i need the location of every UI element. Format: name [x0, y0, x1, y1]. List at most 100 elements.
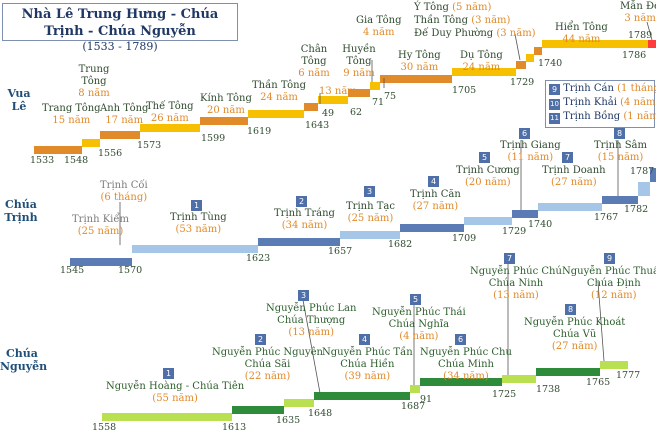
le-year: 1556 — [98, 148, 123, 159]
bar-nguyen-phuc-khoat — [536, 368, 600, 376]
trinh-label-tung: Trịnh Tùng (53 năm) — [170, 212, 227, 235]
nguyen-year: 1558 — [92, 422, 117, 433]
nguyen-year: 1635 — [276, 415, 301, 426]
le-year: 1729 — [510, 77, 535, 88]
le-label-hy-tong: Hy Tông 30 năm — [398, 50, 441, 73]
bar-le-than-tong-2 — [526, 54, 534, 62]
row-label-le: Vua Lê — [7, 87, 31, 113]
bar-trinh-kiem — [70, 258, 132, 266]
le-label-du-tong: Dụ Tông 24 năm — [460, 50, 503, 73]
trinh-label-sam: Trịnh Sâm (15 năm) — [594, 140, 648, 163]
le-label-13-nam: 13 năm — [319, 86, 357, 97]
nguyen-year: 1765 — [586, 377, 611, 388]
bar-le-huyen-tong — [348, 89, 370, 97]
le-label-anh-tong: Anh Tông 17 năm — [100, 103, 149, 126]
bar-trinh-trang — [258, 238, 340, 246]
bar-le-chan-tong — [304, 103, 318, 111]
nguyen-label-phuc-lan: Nguyễn Phúc Lan Chúa Thượng (13 năm) — [266, 303, 357, 338]
le-year: 1619 — [247, 126, 272, 137]
le-year: 1533 — [30, 155, 55, 166]
nguyen-label-phuc-chu: Nguyễn Phúc Chu Chúa Minh (34 năm) — [420, 347, 512, 382]
bar-trinh-doanh — [538, 203, 602, 211]
nguyen-label-phuc-thuan: Nguyễn Phúc Thuần Chúa Định (12 năm) — [562, 266, 656, 301]
bar-le-13-nam — [318, 96, 348, 104]
le-year: 1740 — [538, 58, 563, 69]
bar-trinh-tac — [340, 231, 400, 239]
trinh-year: 1729 — [502, 226, 527, 237]
date-range: (1533 - 1789) — [82, 40, 158, 53]
bar-nguyen-phuc-thuan — [600, 361, 628, 369]
badge-number: 5 — [479, 152, 490, 163]
trinh-year: 1545 — [60, 265, 85, 276]
le-label-trung-tong: Trung Tông 8 năm — [78, 64, 110, 99]
badge-number: 6 — [455, 334, 466, 345]
le-year: 1789 — [628, 30, 653, 41]
badge-number: 10 — [549, 99, 560, 110]
le-label-gia-tong: Gia Tông 4 năm — [356, 15, 402, 38]
legend-row: 9 Trịnh Cán (1 tháng) — [549, 83, 656, 95]
bar-le-trung-tong — [82, 139, 100, 147]
trinh-label-tac: Trịnh Tạc (25 năm) — [346, 201, 395, 224]
le-label-trang-tong: Trang Tông 15 năm — [42, 103, 101, 126]
bar-trinh-tung — [132, 245, 258, 253]
nguyen-label-phuc-chu-2: Nguyễn Phúc Chú Chúa Ninh (13 năm) — [470, 266, 562, 301]
trinh-label-giang: Trịnh Giang (11 năm) — [500, 140, 561, 163]
badge-number: 7 — [562, 152, 573, 163]
bar-le-hy-tong — [380, 75, 452, 83]
nguyen-year: 1738 — [536, 384, 561, 395]
bar-nguyen-phuc-chu-2 — [502, 375, 536, 383]
trinh-label-trang: Trịnh Tráng (34 năm) — [274, 208, 335, 231]
badge-number: 9 — [549, 84, 560, 95]
badge-number: 11 — [549, 113, 560, 124]
row-label-trinh: Chúa Trịnh — [4, 198, 38, 224]
bar-le-than-tong — [248, 110, 304, 118]
leader-lines — [119, 21, 653, 394]
bar-nguyen-phuc-nguyen — [232, 406, 284, 414]
bar-le-y-tong — [516, 61, 526, 69]
le-label-huyen-tong: Huyền Tông 9 năm — [342, 44, 376, 79]
trinh-year: 1767 — [594, 212, 619, 223]
legend-row: 11 Trịnh Bồng (1 năm) — [549, 111, 656, 124]
le-year: 1573 — [137, 140, 162, 151]
nguyen-year: 1777 — [616, 370, 641, 381]
badge-number: 2 — [296, 196, 307, 207]
bar-le-de-duy-phuong — [534, 47, 542, 55]
badge-number: 9 — [604, 253, 615, 264]
le-than-tong-2: Thần Tông (3 năm) — [414, 15, 511, 26]
le-year: 49 — [322, 108, 335, 119]
trinh-year: 1570 — [118, 265, 143, 276]
bar-le-man-de — [648, 40, 656, 48]
badge-number: 4 — [359, 334, 370, 345]
bar-nguyen-phuc-thai — [410, 385, 420, 393]
bar-le-gia-tong — [370, 82, 380, 90]
bar-nguyen-phuc-tan — [314, 392, 410, 400]
trinh-label-kiem: Trịnh Kiểm (25 năm) — [72, 214, 130, 237]
bar-nguyen-phuc-lan — [284, 399, 314, 407]
title-box: Nhà Lê Trung Hưng - Chúa Trịnh - Chúa Ng… — [2, 3, 238, 53]
le-label-chan-tong: Chân Tông 6 năm — [298, 44, 330, 79]
nguyen-label-phuc-tan: Nguyễn Phúc Tần Chúa Hiền (39 năm) — [322, 347, 413, 382]
badge-number: 3 — [364, 186, 375, 197]
nguyen-year: 1725 — [492, 389, 517, 400]
bar-trinh-sam — [602, 196, 638, 204]
trinh-year: 1623 — [246, 253, 271, 264]
badge-number: 2 — [255, 334, 266, 345]
badge-number: 8 — [614, 128, 625, 139]
bar-le-hien-tong — [542, 40, 648, 48]
nguyen-label-phuc-khoat: Nguyễn Phúc Khoát Chúa Vũ (27 năm) — [524, 317, 626, 352]
trinh-year: 1782 — [624, 204, 649, 215]
bar-le-trang-tong — [34, 146, 82, 154]
le-year: 71 — [372, 97, 385, 108]
le-year: 1786 — [622, 50, 647, 61]
badge-number: 1 — [163, 368, 174, 379]
badge-number: 3 — [298, 290, 309, 301]
le-year: 1705 — [452, 85, 477, 96]
badge-number: 1 — [191, 200, 202, 211]
bar-nguyen-phuc-chu — [420, 378, 502, 386]
bar-trinh-can — [400, 224, 464, 232]
trinh-year: 1709 — [452, 233, 477, 244]
badge-number: 6 — [519, 128, 530, 139]
nguyen-year: 1613 — [222, 422, 247, 433]
nguyen-label-hoang: Nguyễn Hoàng - Chúa Tiên (55 năm) — [106, 381, 245, 404]
le-label-than-tong: Thần Tông 24 năm — [252, 80, 307, 103]
